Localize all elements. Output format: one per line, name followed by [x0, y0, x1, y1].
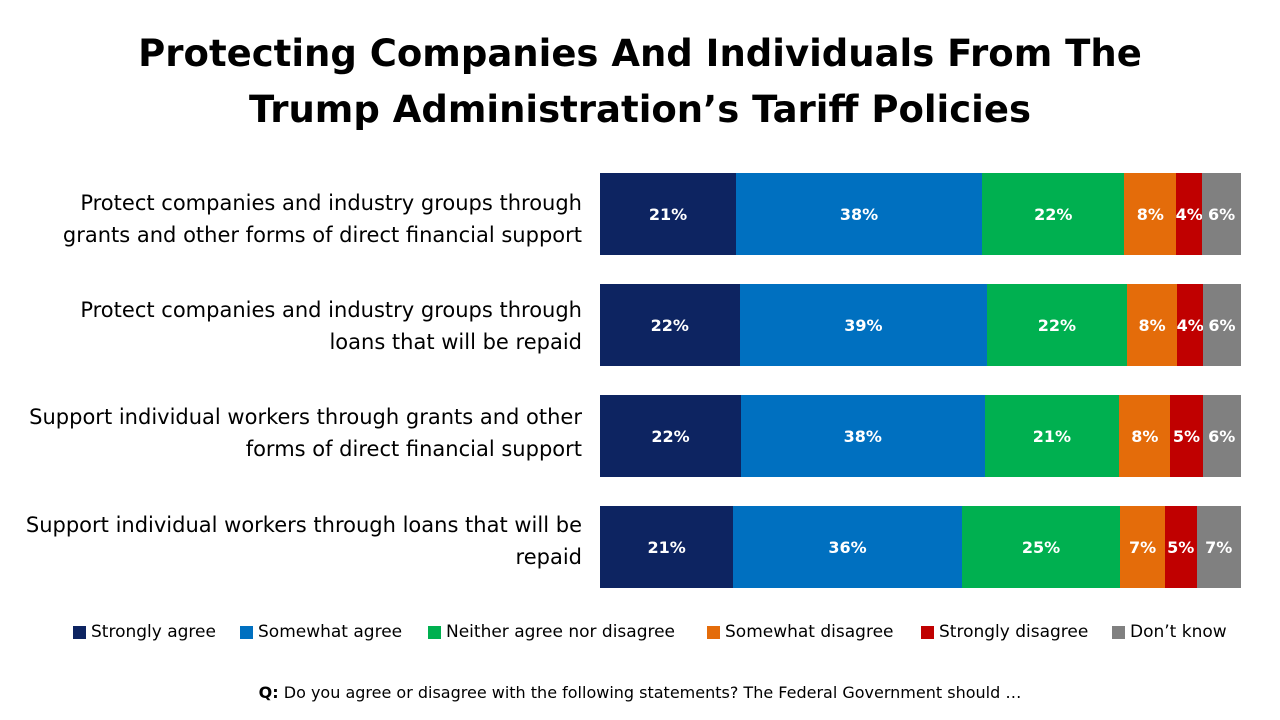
- data-label: 8%: [1131, 426, 1159, 446]
- legend-label: Somewhat disagree: [725, 622, 894, 642]
- legend-swatch: [240, 625, 253, 639]
- bar-segment: 22%: [982, 173, 1125, 255]
- bar-segment: 22%: [987, 284, 1127, 366]
- legend-swatch: [921, 625, 934, 639]
- data-label: 21%: [1032, 426, 1072, 446]
- bar-segment: 38%: [741, 395, 985, 477]
- bar-segment: 7%: [1120, 506, 1165, 588]
- bar-segment: 22%: [600, 395, 742, 477]
- bar-segment: 8%: [1119, 395, 1171, 477]
- data-label: 22%: [1037, 315, 1077, 335]
- bar-segment: 6%: [1202, 395, 1241, 477]
- data-label: 21%: [647, 537, 686, 557]
- bar-segment: 21%: [984, 395, 1120, 477]
- bar-row-1: 21% 38% 22% 8% 4% 6%: [600, 173, 1241, 255]
- question-prefix: Q:: [258, 683, 279, 702]
- bar-segment: 4%: [1175, 173, 1203, 255]
- data-label: 6%: [1207, 204, 1236, 224]
- chart-title-line-1: Protecting Companies And Individuals Fro…: [138, 32, 1142, 75]
- legend-item: Strongly agree: [73, 622, 216, 642]
- category-label-line: grants and other forms of direct financi…: [62, 223, 582, 247]
- legend-label: Strongly disagree: [939, 622, 1089, 642]
- bar-segment: 38%: [735, 173, 982, 255]
- data-label: 6%: [1208, 426, 1236, 446]
- bar-segment: 5%: [1164, 506, 1197, 588]
- data-label: 38%: [839, 204, 879, 224]
- bar-row-2: 22% 39% 22% 8% 4% 6%: [600, 284, 1241, 366]
- legend-label: Don’t know: [1130, 622, 1227, 642]
- category-label-line: forms of direct financial support: [245, 437, 582, 461]
- data-label: 5%: [1172, 426, 1201, 446]
- legend-swatch: [428, 625, 441, 639]
- data-label: 7%: [1129, 537, 1157, 557]
- bar-segment: 6%: [1202, 284, 1241, 366]
- category-label-line: loans that will be repaid: [329, 330, 582, 354]
- data-label: 7%: [1205, 537, 1233, 557]
- data-label: 22%: [650, 315, 689, 335]
- legend-item: Somewhat disagree: [707, 622, 894, 642]
- category-label-line: repaid: [515, 545, 582, 569]
- legend-item: Neither agree nor disagree: [428, 622, 675, 642]
- data-label: 8%: [1136, 204, 1164, 224]
- category-label-4: Support individual workers through loans…: [0, 509, 582, 573]
- legend-label: Somewhat agree: [258, 622, 403, 642]
- category-label-line: Support individual workers through grant…: [29, 405, 582, 429]
- chart-legend: Strongly agree Somewhat agree Neither agre…: [0, 622, 1280, 646]
- bar-segment: 21%: [600, 173, 736, 255]
- question-text: Do you agree or disagree with the follow…: [278, 683, 1022, 702]
- data-label: 8%: [1138, 315, 1166, 335]
- category-label-3: Support individual workers through grant…: [0, 401, 582, 465]
- bar-segment: 5%: [1170, 395, 1203, 477]
- data-label: 6%: [1208, 315, 1236, 335]
- legend-label: Neither agree nor disagree: [446, 622, 676, 642]
- legend-item: Somewhat agree: [240, 622, 402, 642]
- data-label: 36%: [828, 537, 867, 557]
- bar-segment: 7%: [1196, 506, 1241, 588]
- data-label: 21%: [648, 204, 688, 224]
- category-label-2: Protect companies and industry groups th…: [0, 294, 582, 358]
- data-label: 22%: [1034, 204, 1073, 224]
- category-label-line: Support individual workers through loans…: [25, 513, 582, 537]
- bar-segment: 39%: [739, 284, 988, 366]
- category-label-line: Protect companies and industry groups th…: [80, 298, 582, 322]
- data-label: 39%: [844, 315, 883, 335]
- data-label: 5%: [1167, 537, 1195, 557]
- legend-item: Strongly disagree: [921, 622, 1088, 642]
- bar-segment: 8%: [1126, 284, 1178, 366]
- bar-segment: 6%: [1202, 173, 1241, 255]
- bar-segment: 4%: [1176, 284, 1204, 366]
- bar-row-4: 21% 36% 25% 7% 5% 7%: [600, 506, 1241, 588]
- data-label: 25%: [1021, 537, 1061, 557]
- chart-title-line-2: Trump Administration’s Tariff Policies: [249, 88, 1031, 131]
- chart-title: Protecting Companies And Individuals Fro…: [0, 26, 1280, 138]
- legend-swatch: [707, 625, 720, 639]
- data-label: 22%: [651, 426, 690, 446]
- legend-swatch: [1112, 625, 1125, 639]
- bar-segment: 8%: [1124, 173, 1177, 255]
- bar-row-3: 22% 38% 21% 8% 5% 6%: [600, 395, 1241, 477]
- bar-segment: 25%: [961, 506, 1121, 588]
- survey-question: Q: Do you agree or disagree with the fol…: [0, 683, 1280, 702]
- legend-label: Strongly agree: [91, 622, 216, 642]
- bar-segment: 21%: [600, 506, 734, 588]
- legend-item: Don’t know: [1112, 622, 1227, 642]
- data-label: 4%: [1176, 315, 1204, 335]
- category-label-line: Protect companies and industry groups th…: [80, 191, 582, 215]
- data-label: 4%: [1175, 204, 1203, 224]
- legend-swatch: [73, 625, 86, 639]
- bar-segment: 36%: [733, 506, 962, 588]
- bar-segment: 22%: [600, 284, 740, 366]
- category-label-1: Protect companies and industry groups th…: [0, 187, 582, 251]
- data-label: 38%: [843, 426, 882, 446]
